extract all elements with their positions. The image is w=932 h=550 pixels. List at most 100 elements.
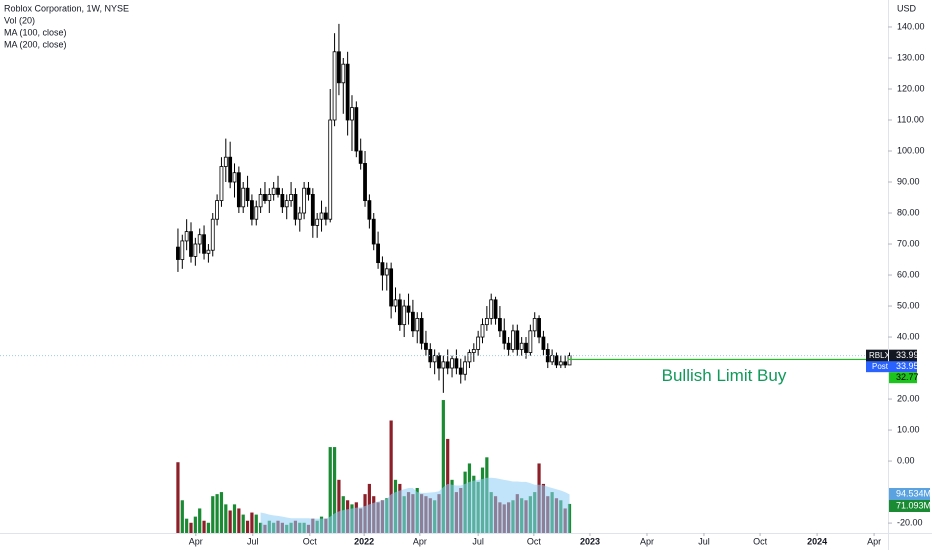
volume-bar	[254, 514, 258, 533]
candle-body	[345, 63, 350, 121]
candle-body	[197, 234, 202, 245]
candle-body	[380, 262, 385, 276]
x-tick-label: Oct	[753, 536, 768, 546]
candle-body	[245, 187, 250, 202]
volume-bar	[206, 522, 211, 533]
symbol-box	[866, 349, 888, 362]
x-tick-label: Jul	[247, 536, 259, 546]
candle-body	[458, 367, 463, 375]
candle-body	[484, 318, 489, 326]
x-tick-label: Apr	[189, 536, 203, 546]
y-tick-label: 0.00	[897, 455, 915, 465]
candle-body	[502, 330, 507, 344]
x-tick-label: Oct	[303, 536, 318, 546]
candle-body	[193, 243, 198, 257]
candle-body	[232, 172, 237, 183]
candle-body	[567, 355, 572, 366]
candle-body	[432, 355, 437, 363]
candle-body	[498, 318, 502, 332]
candle-body	[519, 342, 524, 350]
last-price-label: 33.99	[896, 350, 919, 360]
candle-body	[563, 361, 568, 366]
candle-body	[402, 305, 407, 326]
y-tick-label: -20.00	[897, 517, 923, 527]
candle-body	[424, 342, 428, 350]
candle-body	[241, 187, 246, 208]
candle-body	[180, 240, 185, 260]
post-value-label: 33.95	[896, 361, 919, 371]
indicator-label: Vol (20)	[4, 15, 35, 25]
volume-bar	[245, 520, 250, 533]
candle-body	[350, 107, 354, 121]
candle-body	[480, 324, 485, 338]
candle-body	[511, 330, 515, 350]
limit-price-label: 32.77	[896, 372, 919, 382]
y-tick-label: 60.00	[897, 269, 920, 279]
candle-body	[515, 330, 520, 350]
candle-body	[236, 172, 241, 208]
candle-body	[323, 212, 328, 220]
price-box	[889, 349, 917, 362]
symbol-label: RBLX	[869, 351, 891, 360]
candle-body	[215, 200, 220, 220]
volume-bar	[337, 479, 341, 533]
volume-bar	[180, 500, 184, 533]
candle-body	[293, 194, 298, 220]
x-tick-label: 2022	[354, 536, 374, 546]
y-tick-label: 50.00	[897, 300, 920, 310]
y-tick-label: 90.00	[897, 176, 920, 186]
candle-body	[471, 349, 476, 353]
post-box	[866, 361, 917, 373]
y-tick-label: 70.00	[897, 238, 920, 248]
candle-body	[406, 305, 411, 313]
limit-price-box	[889, 372, 917, 384]
x-tick-label: Apr	[867, 536, 881, 546]
volume-bar	[202, 520, 206, 533]
y-tick-label: 20.00	[897, 393, 920, 403]
y-tick-label: 40.00	[897, 331, 920, 341]
x-tick-label: 2023	[580, 536, 600, 546]
candle-body	[202, 234, 206, 254]
candle-body	[441, 361, 446, 369]
candle-body	[250, 200, 254, 220]
y-tick-label: 120.00	[897, 83, 925, 93]
candle-body	[310, 194, 315, 226]
volume-box	[889, 500, 930, 512]
candle-body	[528, 330, 533, 353]
candle-body	[554, 355, 559, 366]
candle-body	[306, 187, 311, 195]
candle-body	[319, 212, 324, 220]
volume-bar	[250, 512, 254, 533]
candle-body	[445, 361, 450, 369]
candle-body	[223, 156, 228, 167]
candle-body	[289, 194, 293, 202]
candle-body	[271, 187, 276, 195]
candle-body	[337, 51, 341, 84]
x-tick-label: Apr	[413, 536, 427, 546]
candle-body	[276, 187, 280, 195]
candle-body	[267, 194, 272, 202]
candle-body	[176, 246, 180, 260]
candle-body	[332, 51, 337, 121]
candle-body	[541, 336, 546, 350]
indicator-label: MA (100, close)	[4, 27, 67, 37]
y-tick-label: 100.00	[897, 145, 925, 155]
candle-body	[389, 268, 394, 307]
candle-body	[384, 268, 389, 276]
y-tick-label: 140.00	[897, 21, 925, 31]
volume-bar	[232, 504, 237, 533]
candle-body	[493, 299, 498, 319]
candle-body	[450, 358, 454, 369]
volume-bar	[215, 494, 219, 533]
volume-bar	[185, 518, 189, 533]
volume-bar	[389, 420, 393, 533]
candle-body	[189, 231, 193, 257]
candle-body	[367, 200, 372, 220]
candle-body	[506, 342, 511, 350]
volume-bar	[241, 514, 245, 533]
candle-body	[297, 212, 302, 220]
candle-body	[363, 163, 367, 202]
volume-bar	[176, 462, 180, 533]
volume-ma-area	[260, 477, 570, 533]
